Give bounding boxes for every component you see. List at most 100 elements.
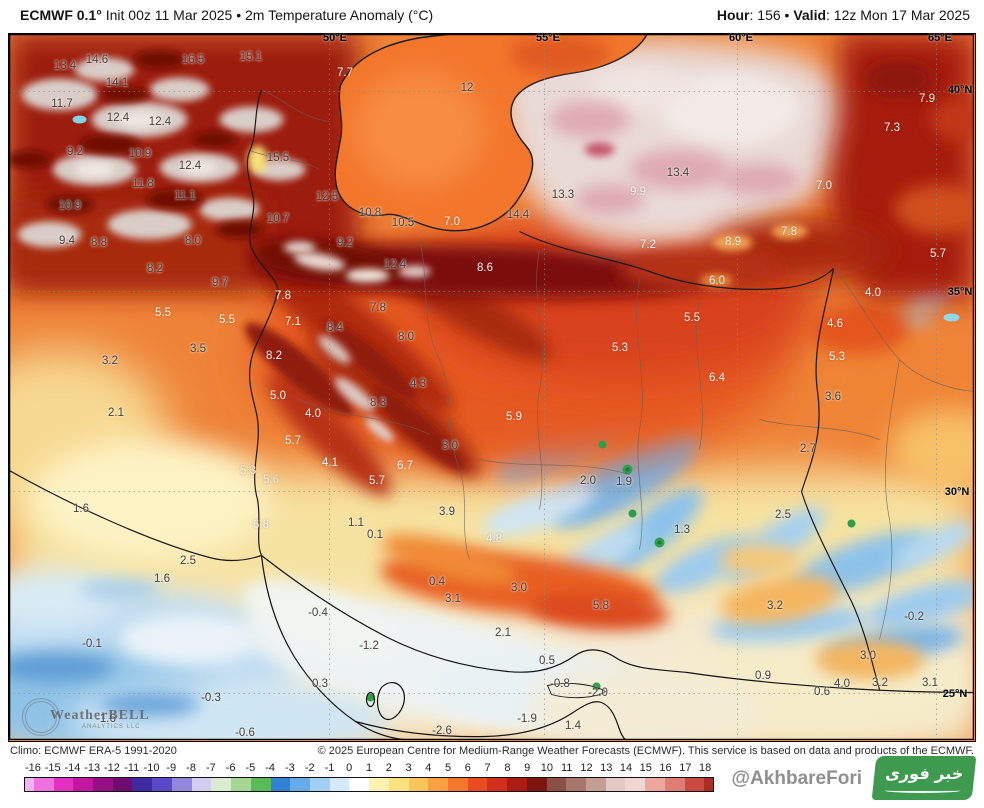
map-title: ECMWF 0.1° Init 00z 11 Mar 2025 • 2m Tem… <box>20 7 433 23</box>
secondary-borders <box>247 89 974 640</box>
social-handle: @AkhbareFori <box>731 768 862 789</box>
colorbar-tick-label: -12 <box>104 762 120 774</box>
weatherbell-text: WeatherBELL <box>50 708 150 723</box>
valid-value: : 12z Mon 17 Mar 2025 <box>826 7 970 23</box>
colorbar-segment <box>467 778 488 791</box>
colorbar-tick-label: 17 <box>679 762 692 774</box>
colorbar-tick-label: -2 <box>304 762 315 774</box>
colorbar-segment <box>132 778 153 791</box>
colorbar-segment <box>152 778 172 791</box>
header: ECMWF 0.1° Init 00z 11 Mar 2025 • 2m Tem… <box>0 0 984 32</box>
anomaly-map-canvas <box>9 34 974 740</box>
colorbar-segment <box>329 778 350 791</box>
colorbar-tick-label: -8 <box>186 762 196 774</box>
colorbar-segment <box>625 778 646 791</box>
colorbar-tick-label: 11 <box>560 762 573 774</box>
hour-value: : 156 • <box>749 7 794 23</box>
colorbar-segment <box>684 778 705 791</box>
colorbar-tick-label: 1 <box>365 762 373 774</box>
init-and-variable: Init 00z 11 Mar 2025 • 2m Temperature An… <box>101 7 434 23</box>
colorbar-tick-label: 6 <box>464 762 471 774</box>
colorbar-tick-label: 3 <box>405 762 412 774</box>
hour-label: Hour <box>716 7 750 23</box>
colorbar-segment <box>428 778 448 791</box>
climo-note: Climo: ECMWF ERA-5 1991-2020 <box>10 745 177 757</box>
colorbar-segment <box>112 778 133 791</box>
colorbar-segment <box>73 778 94 791</box>
colorbar-segment <box>93 778 113 791</box>
attribution-bar: Climo: ECMWF ERA-5 1991-2020 © 2025 Euro… <box>0 742 984 761</box>
valid-label: Valid <box>793 7 827 23</box>
colorbar-segment <box>388 778 409 791</box>
colorbar-segment <box>250 778 271 791</box>
colorbar-segment <box>526 778 547 791</box>
colorbar-tick-label: 13 <box>600 762 613 774</box>
colorbar-segments <box>24 777 714 792</box>
colorbar-segment <box>191 778 212 791</box>
coastlines <box>260 555 974 740</box>
akhbarefori-logo-text: خبر فوری <box>884 764 965 783</box>
colorbar-tick-label: -15 <box>44 762 61 774</box>
colorbar-segment <box>408 778 429 791</box>
colorbar-tick-label: -5 <box>245 762 256 774</box>
colorbar-segment <box>33 778 54 791</box>
colorbar-tick-label: 10 <box>540 762 554 774</box>
colorbar-segment <box>546 778 567 791</box>
colorbar-segment <box>349 778 370 791</box>
colorbar-tick-label: 9 <box>524 762 531 774</box>
colorbar-segment <box>231 778 251 791</box>
colorbar-segment <box>605 778 626 791</box>
colorbar-segment <box>447 778 468 791</box>
colorbar-segment <box>309 778 330 791</box>
colorbar-tick-label: 14 <box>619 762 633 774</box>
colorbar-tick-label: 0 <box>346 762 353 774</box>
colorbar-tick-label: 4 <box>425 762 432 774</box>
graticule <box>9 34 974 740</box>
colorbar-segment <box>270 778 291 791</box>
colorbar-segment <box>487 778 508 791</box>
colorbar-tick-label: 12 <box>580 762 593 774</box>
akhbarefori-logo-flourish <box>884 788 961 793</box>
colorbar-segment <box>211 778 232 791</box>
colorbar-tick-label: 7 <box>484 762 491 774</box>
weatherbell-logo-icon <box>22 698 60 736</box>
colorbar-tick-label: -13 <box>84 762 101 774</box>
colorbar-segment <box>25 778 34 791</box>
colorbar-segment <box>645 778 665 791</box>
colorbar-segment <box>53 778 74 791</box>
colorbar-segment <box>664 778 685 791</box>
colorbar-tick-label: 5 <box>445 762 452 774</box>
weatherbell-watermark: WeatherBELL ANALYTICS LLC <box>22 698 172 740</box>
copyright-note: © 2025 European Centre for Medium-Range … <box>317 745 974 757</box>
weatherbell-subtext: ANALYTICS LLC <box>82 724 141 730</box>
colorbar-tick-label: -7 <box>205 762 216 774</box>
colorbar-tick-label: 8 <box>504 762 511 774</box>
colorbar-segment <box>566 778 586 791</box>
colorbar-segment <box>507 778 527 791</box>
colorbar-tick-label: -14 <box>64 762 81 774</box>
colorbar: -16 -15 -14 -13 -12 -11 -10 -9 -8 -7 -6 -5 -4 -3 -2 -1 0… <box>24 762 714 794</box>
colorbar-tick-label: -10 <box>143 762 160 774</box>
caspian-sea <box>334 34 649 232</box>
colorbar-tick-label: -11 <box>124 762 140 774</box>
colorbar-tick-label: 16 <box>659 762 672 774</box>
map-border <box>9 34 974 740</box>
valid-time: Hour: 156 • Valid: 12z Mon 17 Mar 2025 <box>717 7 970 23</box>
colorbar-tick-label: -4 <box>265 762 276 774</box>
colorbar-tick-label: -9 <box>166 762 177 774</box>
map-frame <box>8 33 976 742</box>
colorbar-segment <box>171 778 192 791</box>
colorbar-tick-label: -6 <box>225 762 236 774</box>
model-name: ECMWF 0.1° <box>20 7 102 23</box>
akhbarefori-logo: خبر فوری <box>871 756 977 800</box>
colorbar-tick-label: -1 <box>324 762 335 774</box>
colorbar-tick-label: 18 <box>698 762 712 774</box>
colorbar-segment <box>586 778 606 791</box>
colorbar-tick-label: -16 <box>24 762 41 774</box>
colorbar-segment <box>290 778 310 791</box>
colorbar-segment <box>369 778 389 791</box>
colorbar-ticks: -16 -15 -14 -13 -12 -11 -10 -9 -8 -7 -6 -5 -4 -3 -2 -1 0… <box>24 762 714 776</box>
colorbar-tick-label: 2 <box>385 762 392 774</box>
colorbar-tick-label: -3 <box>285 762 295 774</box>
